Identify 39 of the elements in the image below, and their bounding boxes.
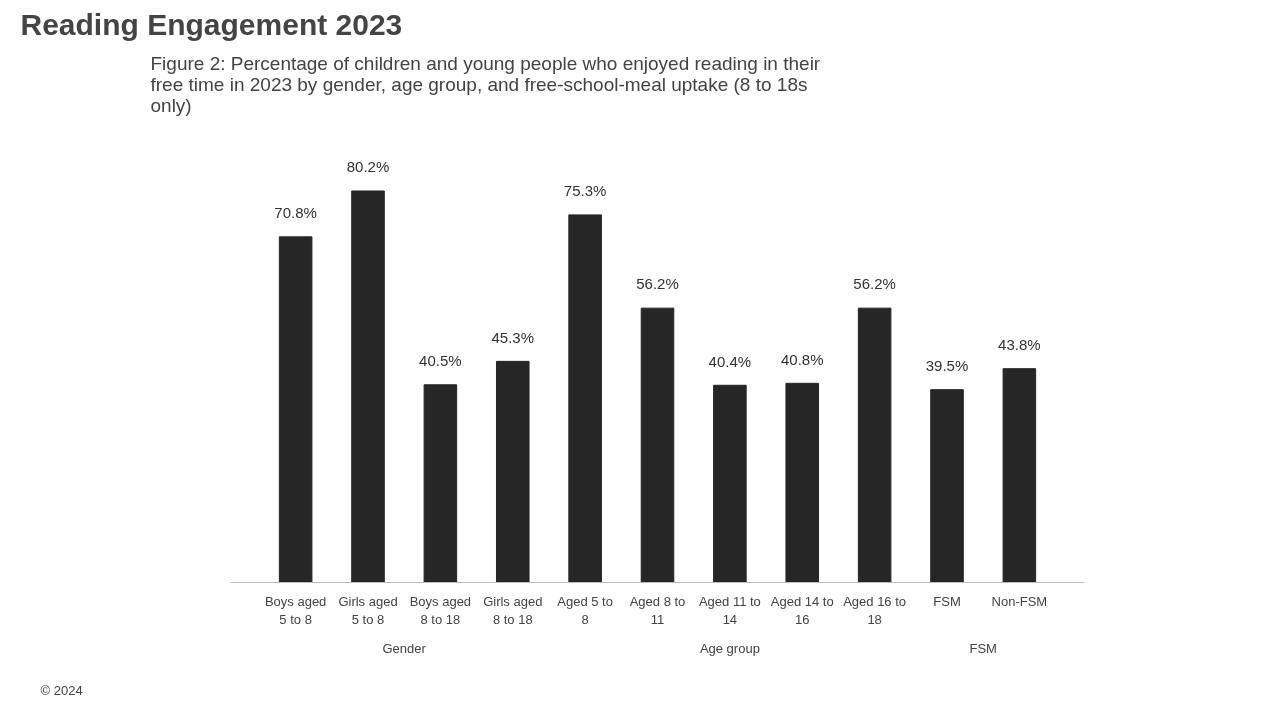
x-tick-label: Aged 11 to 14: [698, 593, 761, 627]
data-label: 43.8%: [998, 336, 1041, 354]
text: © 2024: [40, 683, 83, 698]
data-label: 56.2%: [853, 275, 896, 293]
bar: [278, 236, 313, 583]
bar: [568, 214, 602, 583]
bar: [713, 384, 747, 583]
bar: [857, 307, 892, 583]
data-label: 56.2%: [636, 275, 679, 293]
x-tick-label: Boys aged 8 to 18: [409, 593, 472, 627]
data-label: 40.5%: [419, 352, 462, 370]
x-tick-label: Boys aged 5 to 8: [264, 593, 327, 627]
x-tick-label: Aged 16 to 18: [843, 593, 907, 627]
bar: [640, 307, 675, 583]
x-tick-label: Aged 5 to 8: [557, 593, 613, 627]
x-tick-label: Girls aged 5 to 8: [338, 593, 398, 627]
bar: [785, 382, 820, 583]
bar: [351, 190, 385, 583]
data-label: 45.3%: [491, 328, 535, 346]
chart-title: Reading Engagement 2023: [20, 7, 403, 41]
data-label: 70.8%: [274, 204, 317, 222]
data-label: 80.2%: [346, 158, 390, 176]
data-label: 75.3%: [563, 182, 607, 200]
x-tick-label: Non-FSM: [991, 593, 1048, 609]
chart-subtitle: Figure 2: Percentage of children and young people who enjoyed reading in their free time in 2023 by gender, age group, and free-school-meal uptake (8 to 18s only): [150, 52, 821, 116]
bar: [423, 384, 458, 583]
text: Age group: [699, 640, 760, 656]
x-tick-label: Girls aged 8 to 18: [483, 593, 543, 627]
data-label: 40.8%: [780, 350, 824, 368]
bar: [1002, 368, 1037, 583]
bar: [930, 389, 964, 583]
text: FSM: [969, 640, 997, 656]
x-tick-label: Aged 8 to 11: [629, 593, 686, 627]
text: Gender: [382, 640, 427, 656]
x-tick-label: Aged 14 to 16: [770, 593, 834, 627]
data-label: 39.5%: [925, 357, 969, 375]
x-tick-label: FSM: [933, 593, 961, 609]
data-label: 40.4%: [708, 352, 752, 370]
bar: [495, 360, 530, 583]
